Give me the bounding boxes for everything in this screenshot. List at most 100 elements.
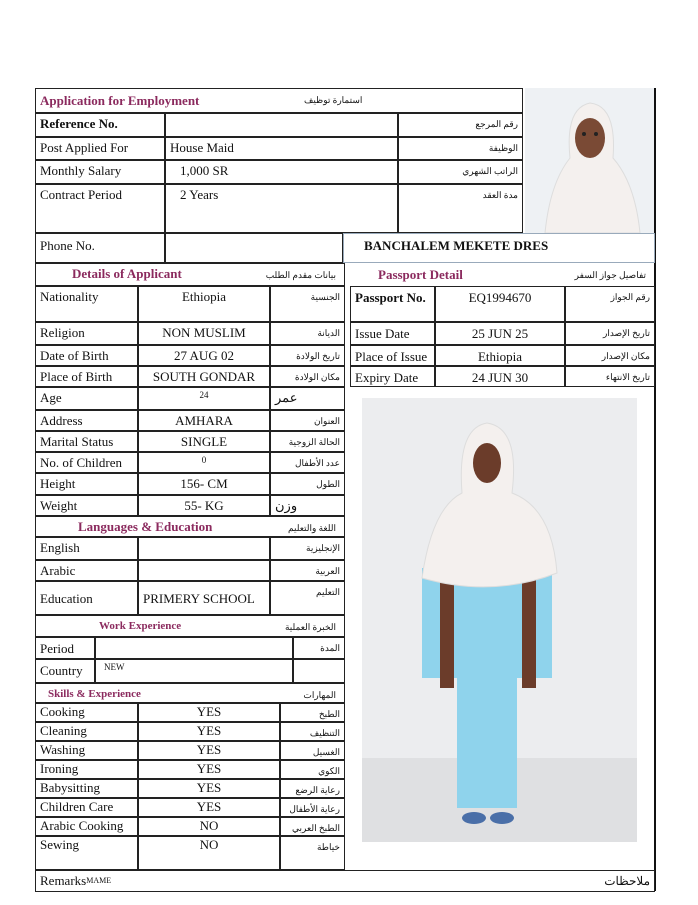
skill-label-arabic: الطبخ bbox=[280, 703, 345, 722]
field-value: 27 AUG 02 bbox=[138, 345, 270, 366]
field-label-arabic: الديانة bbox=[270, 322, 345, 345]
field-label-arabic: وزن bbox=[270, 495, 345, 516]
field-label-arabic: مكان الولادة bbox=[270, 366, 345, 387]
passport-field-value: EQ1994670 bbox=[435, 286, 565, 322]
skill-value: YES bbox=[138, 760, 280, 779]
skill-label-arabic: رعاية الرضع bbox=[280, 779, 345, 798]
skill-value: YES bbox=[138, 741, 280, 760]
field-label: Marital Status bbox=[35, 431, 138, 452]
field-value bbox=[165, 113, 398, 137]
field-value: 2 Years bbox=[165, 184, 398, 233]
field-label: Place of Birth bbox=[35, 366, 138, 387]
field-label: Post Applied For bbox=[35, 137, 165, 160]
field-label: Contract Period bbox=[35, 184, 165, 233]
field-value: 24 bbox=[138, 387, 270, 410]
field-label: Reference No. bbox=[35, 113, 165, 137]
passport-field-label-arabic: تاريخ الانتهاء bbox=[565, 366, 655, 387]
skill-value: YES bbox=[138, 779, 280, 798]
field-label: Date of Birth bbox=[35, 345, 138, 366]
passport-field-label-arabic: رقم الجواز bbox=[565, 286, 655, 322]
field-label: Religion bbox=[35, 322, 138, 345]
field-label: Address bbox=[35, 410, 138, 431]
skill-label-arabic: الطبخ العربي bbox=[280, 817, 345, 836]
field-label: Education bbox=[35, 581, 138, 615]
field-value bbox=[138, 537, 270, 560]
field-label-arabic: تاريخ الولادة bbox=[270, 345, 345, 366]
section-passport-detail: Passport Detail bbox=[378, 267, 463, 282]
field-label-arabic: الطول bbox=[270, 473, 345, 495]
right-border bbox=[654, 88, 656, 891]
form-title-arabic: استمارة توظيف bbox=[304, 95, 363, 105]
field-label-arabic: المدة bbox=[293, 637, 345, 659]
passport-field-label: Expiry Date bbox=[350, 366, 435, 387]
skill-label: Cleaning bbox=[35, 722, 138, 741]
section-details-of-applicant: Details of Applicant bbox=[35, 263, 345, 286]
skill-value: NO bbox=[138, 836, 280, 870]
field-label: No. of Children bbox=[35, 452, 138, 473]
phone-label: Phone No. bbox=[35, 233, 165, 263]
field-label-arabic: الجنسية bbox=[270, 286, 345, 322]
field-value: SOUTH GONDAR bbox=[138, 366, 270, 387]
skill-value: YES bbox=[138, 703, 280, 722]
field-label-arabic: مدة العقد bbox=[398, 184, 523, 233]
skill-value: YES bbox=[138, 798, 280, 817]
field-value: 1,000 SR bbox=[165, 160, 398, 184]
section-skills-experience: Skills & Experience bbox=[35, 683, 345, 703]
section-work-experience-arabic: الخبرة العملية bbox=[284, 622, 336, 632]
section-languages-education-arabic: اللغة والتعليم bbox=[288, 523, 336, 533]
skill-value: YES bbox=[138, 722, 280, 741]
field-value: 0 bbox=[138, 452, 270, 473]
field-value: AMHARA bbox=[138, 410, 270, 431]
field-label-arabic bbox=[293, 659, 345, 683]
section-details-of-applicant-arabic: بيانات مقدم الطلب bbox=[265, 270, 336, 280]
field-value: SINGLE bbox=[138, 431, 270, 452]
passport-field-label-arabic: مكان الإصدار bbox=[565, 345, 655, 366]
passport-field-value: 25 JUN 25 bbox=[435, 322, 565, 345]
field-value: Ethiopia bbox=[138, 286, 270, 322]
remarks-label: Remarks bbox=[40, 873, 87, 888]
field-label: Country bbox=[35, 659, 95, 683]
skill-label-arabic: الكوي bbox=[280, 760, 345, 779]
skill-label-arabic: خياطة bbox=[280, 836, 345, 870]
passport-field-value: Ethiopia bbox=[435, 345, 565, 366]
field-value bbox=[138, 560, 270, 581]
section-passport-detail-arabic: تفاصيل جواز السفر bbox=[574, 270, 646, 280]
applicant-full-body-photo bbox=[362, 398, 637, 842]
phone-value bbox=[165, 233, 343, 263]
skill-label-arabic: التنظيف bbox=[280, 722, 345, 741]
field-value: 156- CM bbox=[138, 473, 270, 495]
section-languages-education: Languages & Education bbox=[35, 516, 345, 537]
field-label: Arabic bbox=[35, 560, 138, 581]
field-label: Height bbox=[35, 473, 138, 495]
field-label-arabic: رقم المرجع bbox=[398, 113, 523, 137]
section-work-experience: Work Experience bbox=[35, 615, 345, 637]
skill-label: Ironing bbox=[35, 760, 138, 779]
remarks-row: RemarksMAME ملاحظات bbox=[35, 870, 655, 892]
passport-field-label: Place of Issue bbox=[350, 345, 435, 366]
section-skills-experience-arabic: المهارات bbox=[303, 690, 336, 700]
field-value: House Maid bbox=[165, 137, 398, 160]
skill-label: Babysitting bbox=[35, 779, 138, 798]
passport-field-label: Passport No. bbox=[350, 286, 435, 322]
field-label: Nationality bbox=[35, 286, 138, 322]
passport-field-label: Issue Date bbox=[350, 322, 435, 345]
field-label-arabic: العربية bbox=[270, 560, 345, 581]
field-label-arabic: الراتب الشهري bbox=[398, 160, 523, 184]
skill-label: Washing bbox=[35, 741, 138, 760]
field-label-arabic: الحالة الزوجية bbox=[270, 431, 345, 452]
field-value: NEW bbox=[95, 659, 293, 683]
field-label-arabic: عدد الأطفال bbox=[270, 452, 345, 473]
applicant-portrait-photo bbox=[525, 88, 655, 233]
skill-label: Arabic Cooking bbox=[35, 817, 138, 836]
field-label-arabic: عمر bbox=[270, 387, 345, 410]
field-label: Age bbox=[35, 387, 138, 410]
field-label-arabic: العنوان bbox=[270, 410, 345, 431]
remarks-value: MAME bbox=[86, 876, 112, 885]
passport-field-label-arabic: تاريخ الإصدار bbox=[565, 322, 655, 345]
field-label: Monthly Salary bbox=[35, 160, 165, 184]
skill-value: NO bbox=[138, 817, 280, 836]
field-label: Period bbox=[35, 637, 95, 659]
field-label-arabic: الإنجليزية bbox=[270, 537, 345, 560]
field-label: Weight bbox=[35, 495, 138, 516]
skill-label: Cooking bbox=[35, 703, 138, 722]
